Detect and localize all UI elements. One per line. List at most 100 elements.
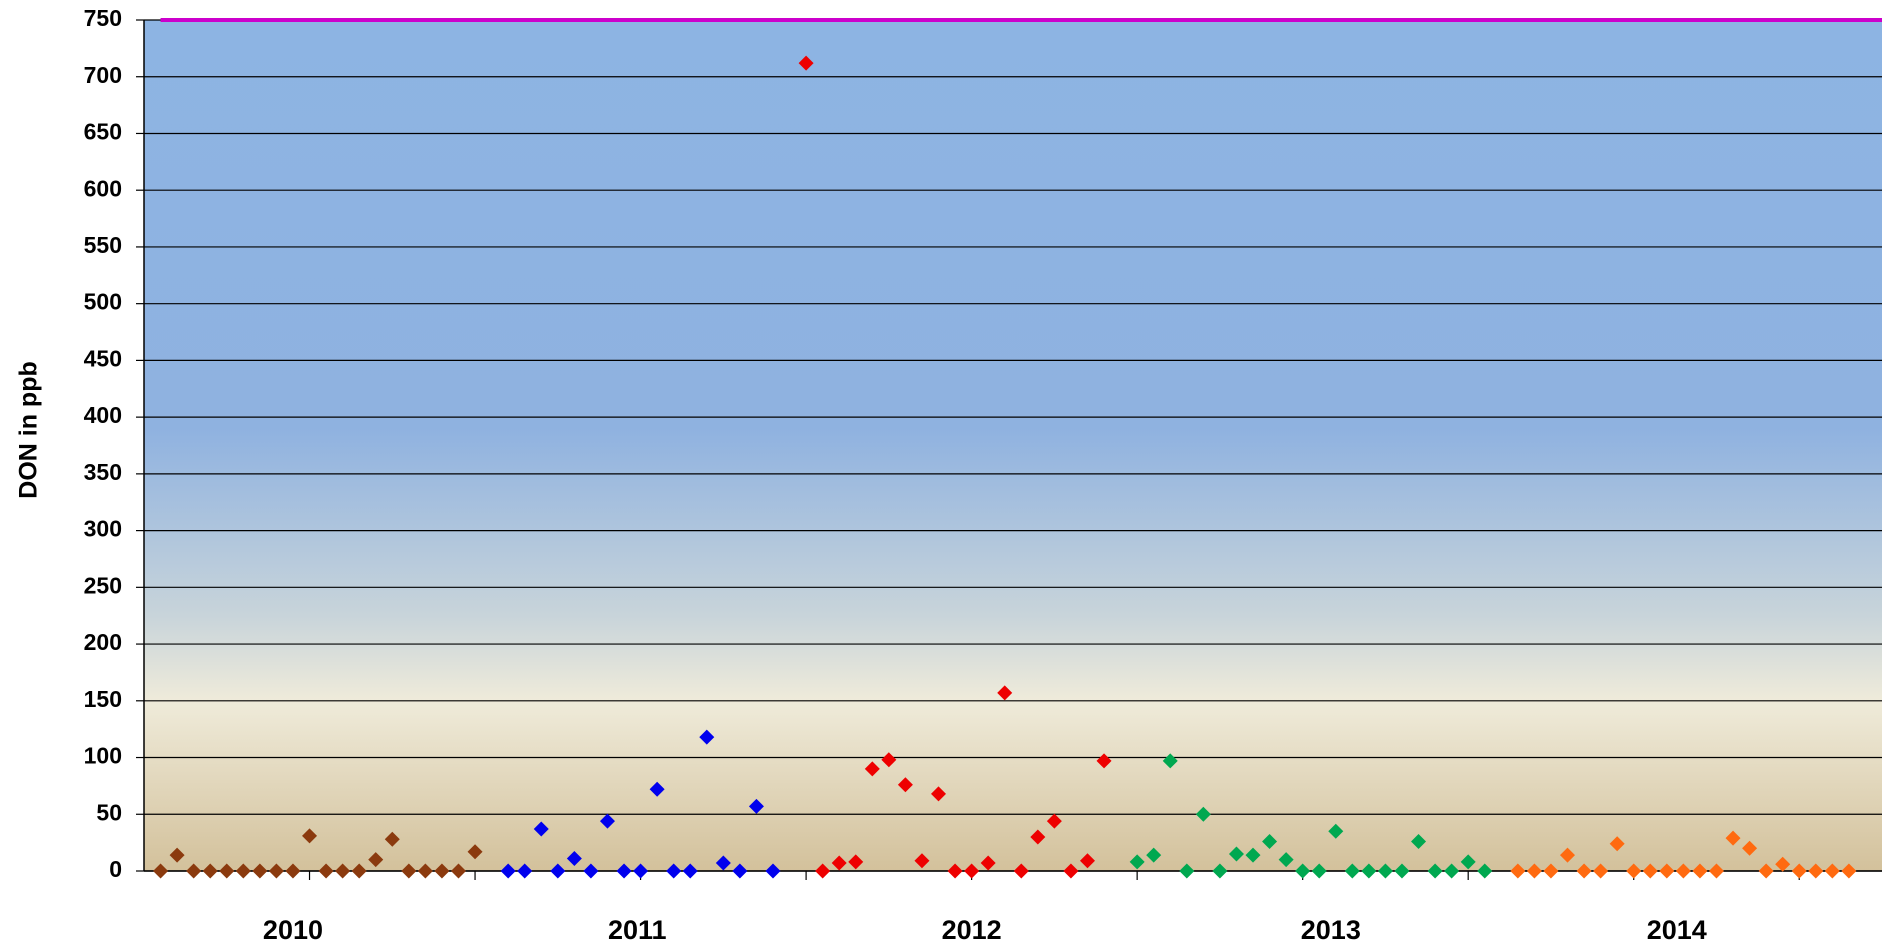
data-point <box>1692 863 1708 879</box>
data-point <box>169 847 185 863</box>
data-point <box>550 863 566 879</box>
x-tick-label: 2010 <box>263 915 323 945</box>
data-point <box>351 863 367 879</box>
data-point <box>765 863 781 879</box>
data-point <box>914 853 930 869</box>
data-point <box>1543 863 1559 879</box>
data-point <box>1460 854 1476 870</box>
data-point <box>732 863 748 879</box>
data-point <box>1079 853 1095 869</box>
data-point <box>1394 863 1410 879</box>
data-point <box>649 781 665 797</box>
data-point <box>434 863 450 879</box>
data-point <box>186 863 202 879</box>
y-tick-label: 400 <box>84 402 122 428</box>
data-point <box>1841 863 1857 879</box>
y-tick-label: 700 <box>84 62 122 88</box>
data-point <box>417 863 433 879</box>
data-point <box>897 777 913 793</box>
data-point <box>1708 863 1724 879</box>
data-point <box>318 863 334 879</box>
data-point <box>335 863 351 879</box>
data-point <box>715 855 731 871</box>
y-tick-label: 450 <box>84 345 122 371</box>
data-point <box>682 863 698 879</box>
data-point <box>1775 856 1791 872</box>
data-point <box>1510 863 1526 879</box>
data-point <box>947 863 963 879</box>
data-point <box>1742 840 1758 856</box>
data-point <box>1129 854 1145 870</box>
data-point <box>1328 823 1344 839</box>
data-point <box>616 863 632 879</box>
y-tick-label: 600 <box>84 175 122 201</box>
data-point <box>1377 863 1393 879</box>
data-point <box>1659 863 1675 879</box>
data-point <box>1212 863 1228 879</box>
y-tick-label: 150 <box>84 686 122 712</box>
data-point <box>1808 863 1824 879</box>
data-point <box>1179 863 1195 879</box>
data-point <box>964 863 980 879</box>
data-point <box>202 863 218 879</box>
data-point <box>1725 830 1741 846</box>
y-tick-label: 200 <box>84 629 122 655</box>
data-point <box>864 761 880 777</box>
data-point <box>583 863 599 879</box>
data-point <box>1411 833 1427 849</box>
data-point <box>1278 852 1294 868</box>
data-point <box>931 786 947 802</box>
x-tick-label: 2013 <box>1301 915 1361 945</box>
data-point <box>1526 863 1542 879</box>
data-point <box>1228 846 1244 862</box>
data-point <box>500 863 516 879</box>
x-tick-label: 2011 <box>608 915 667 945</box>
data-point <box>881 752 897 768</box>
data-point <box>302 828 318 844</box>
data-point <box>1427 863 1443 879</box>
data-point <box>1311 863 1327 879</box>
data-point <box>1477 863 1493 879</box>
y-tick-label: 650 <box>84 119 122 145</box>
data-point <box>1361 863 1377 879</box>
data-point <box>699 729 715 745</box>
data-point <box>401 863 417 879</box>
data-point <box>1791 863 1807 879</box>
data-point <box>748 798 764 814</box>
plot-background <box>144 20 1882 871</box>
y-tick-label: 500 <box>84 289 122 315</box>
data-point <box>1262 833 1278 849</box>
data-point <box>1013 863 1029 879</box>
data-point <box>1195 806 1211 822</box>
data-point <box>1344 863 1360 879</box>
data-point <box>1245 847 1261 863</box>
data-point <box>566 851 582 867</box>
y-tick-label: 50 <box>96 799 122 825</box>
data-point <box>1626 863 1642 879</box>
data-point <box>1162 753 1178 769</box>
y-axis-label: DON in ppb <box>15 361 43 498</box>
data-point <box>517 863 533 879</box>
data-point <box>285 863 301 879</box>
data-point <box>997 685 1013 701</box>
data-point <box>1096 753 1112 769</box>
y-tick-label: 100 <box>84 743 122 769</box>
y-tick-label: 550 <box>84 232 122 258</box>
x-tick-label: 2014 <box>1647 915 1707 945</box>
data-point <box>368 852 384 868</box>
data-point <box>980 855 996 871</box>
data-point <box>1824 863 1840 879</box>
data-point <box>450 863 466 879</box>
data-point <box>633 863 649 879</box>
data-point <box>268 863 284 879</box>
y-tick-label: 300 <box>84 516 122 542</box>
data-point <box>235 863 251 879</box>
data-point <box>219 863 235 879</box>
y-tick-label: 750 <box>84 5 122 31</box>
data-point <box>1295 863 1311 879</box>
data-point <box>1758 863 1774 879</box>
y-tick-label: 250 <box>84 572 122 598</box>
data-point <box>1030 829 1046 845</box>
data-point <box>1609 836 1625 852</box>
